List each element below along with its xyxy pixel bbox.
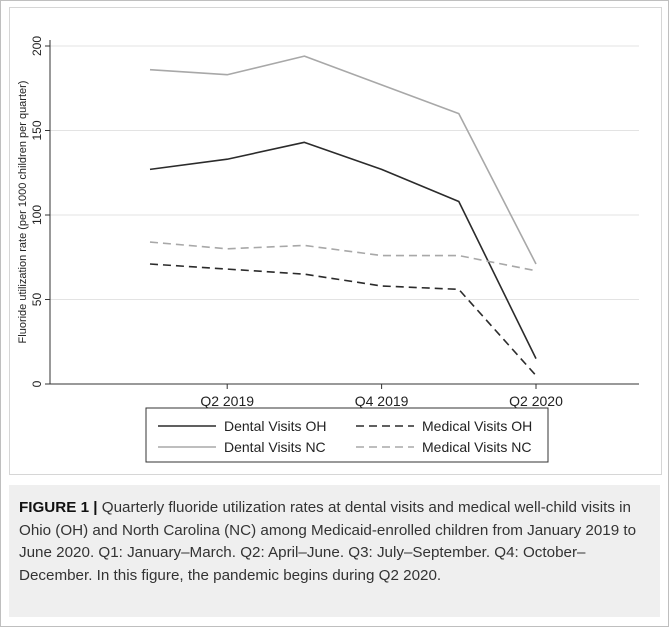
x-tick-label: Q2 2019 [200,393,254,409]
y-tick-label: 150 [30,120,44,140]
series-line-medical-visits-nc [149,241,537,272]
legend-label: Dental Visits OH [224,418,326,434]
caption-label: FIGURE 1 | [19,499,98,516]
line-chart: 0 50 100 150 200 Fluoride utilization rate (p… [17,36,639,463]
y-tick-label: 100 [30,205,44,225]
x-tick-label: Q4 2019 [355,393,409,409]
legend-label: Medical Visits NC [422,439,531,455]
y-axis-title: Fluoride utilization rate (per 1000 chil… [17,81,29,344]
x-tick-label: Q2 2020 [509,393,563,409]
y-tick-label: 50 [30,293,44,307]
legend-box [145,407,549,463]
y-tick-label: 200 [30,36,44,56]
caption-text: Quarterly fluoride utilization rates at … [19,499,637,584]
series-line-medical-visits-oh [149,263,537,377]
series-line-dental-visits-oh [149,141,537,360]
legend-label: Dental Visits NC [224,439,326,455]
legend-label: Medical Visits OH [422,418,532,434]
figure-caption: FIGURE 1 | Quarterly fluoride utilizatio… [19,497,649,587]
chart-panel: 0 50 100 150 200 Fluoride utilization rate (p… [9,7,662,475]
series-line-dental-visits-nc [149,55,537,265]
y-tick-label: 0 [30,380,44,387]
caption-box: FIGURE 1 | Quarterly fluoride utilizatio… [9,485,660,617]
